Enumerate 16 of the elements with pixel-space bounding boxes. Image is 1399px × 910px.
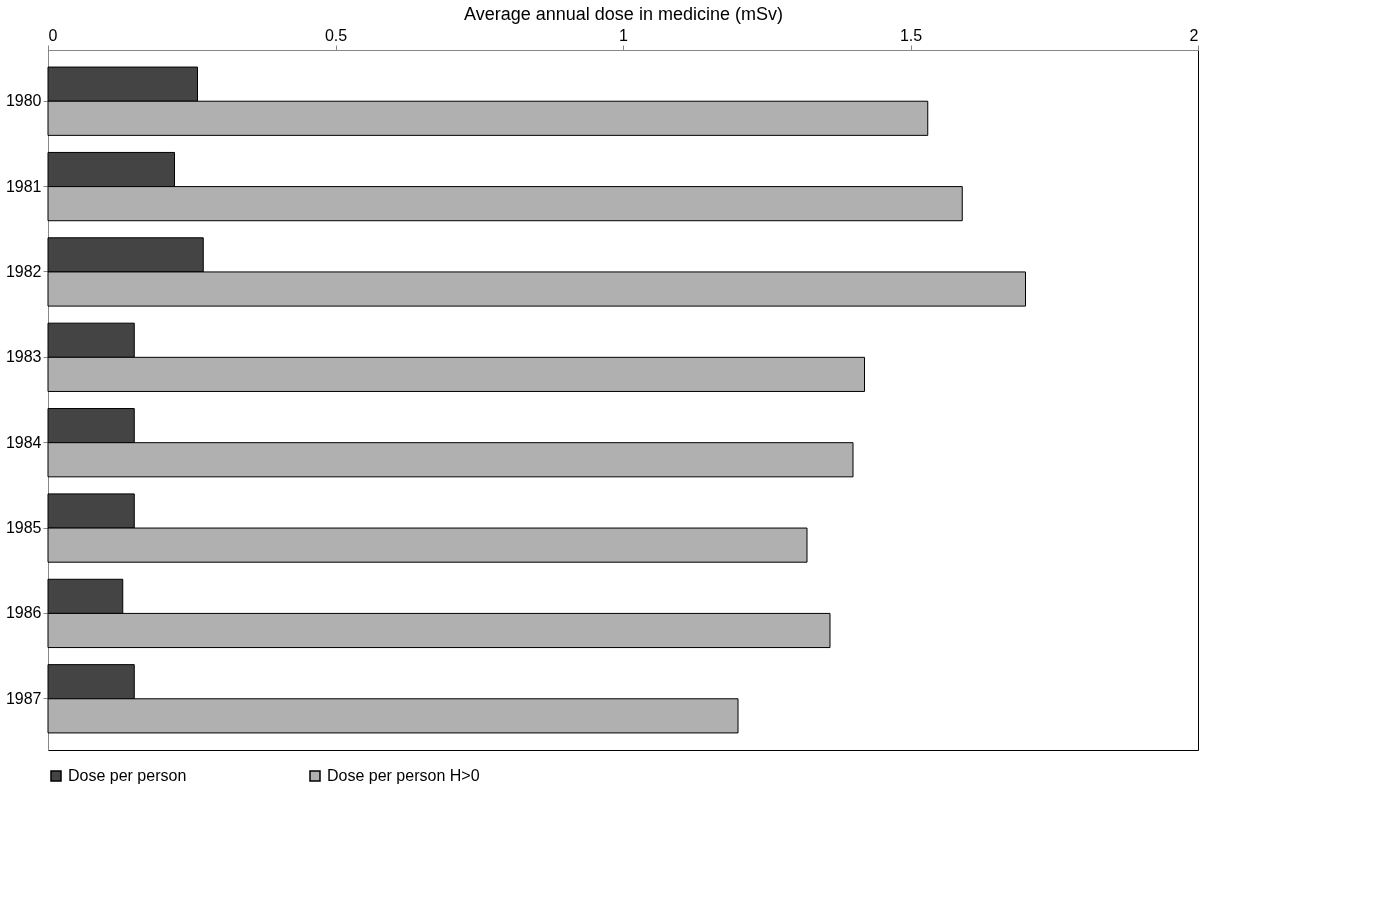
y-tick-label: 1981 (5, 177, 42, 195)
y-tick-label: 1984 (5, 433, 42, 451)
y-tick-label: 1983 (5, 348, 42, 366)
legend-label: Dose per person H>0 (327, 767, 480, 784)
y-tick-label: 1980 (5, 92, 42, 110)
x-tick-label: 0.5 (324, 26, 348, 44)
x-tick-label: 1.5 (899, 26, 923, 44)
legend-label: Dose per person (68, 767, 187, 784)
x-tick-label: 0 (48, 26, 58, 44)
y-tick-label: 1986 (5, 604, 42, 622)
x-axis-title: Average annual dose in medicine (mSv) (464, 3, 783, 24)
y-tick-label: 1985 (5, 519, 42, 537)
x-tick-label: 1 (619, 26, 629, 44)
x-tick-label: 2 (1189, 26, 1199, 44)
y-tick-label: 1987 (5, 689, 42, 707)
y-tick-label: 1982 (5, 262, 42, 280)
